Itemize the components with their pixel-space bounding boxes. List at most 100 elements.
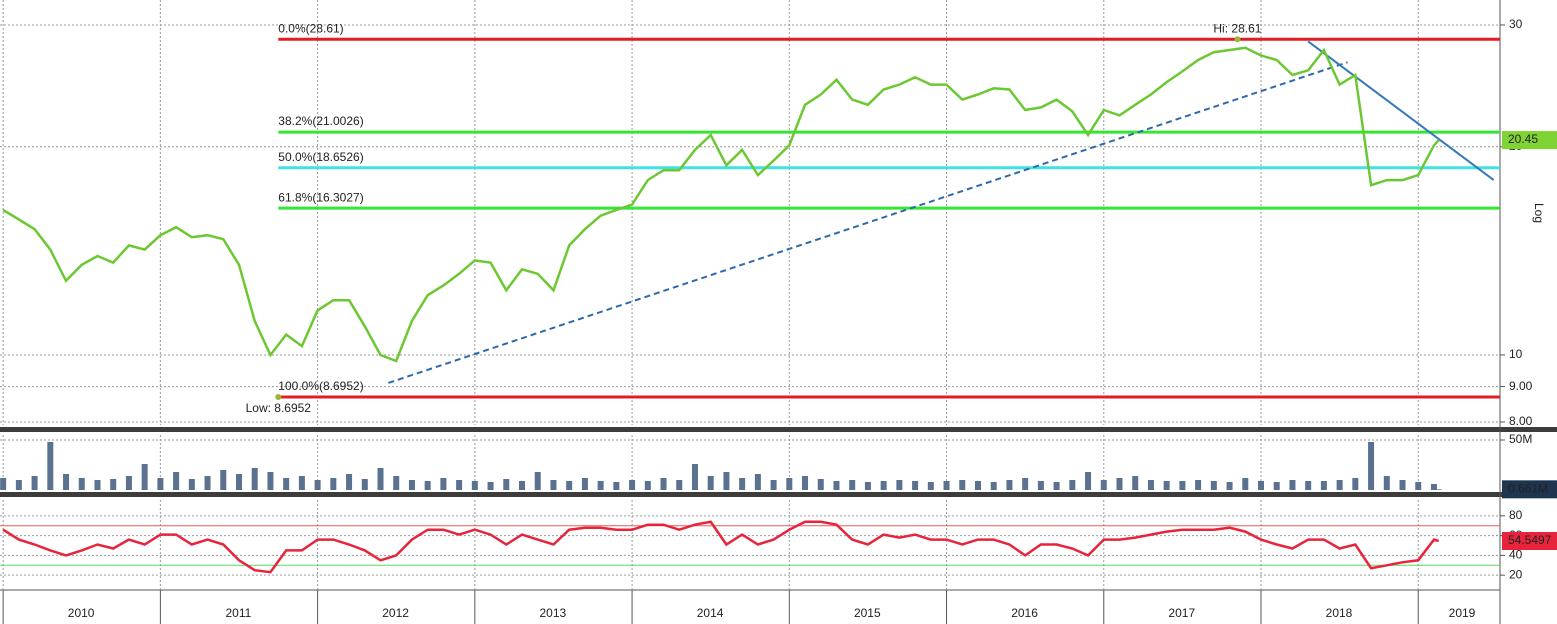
current-value-tag bbox=[1502, 531, 1557, 550]
annotation-point bbox=[1234, 36, 1241, 43]
volume-bar bbox=[597, 481, 604, 490]
volume-bar bbox=[833, 481, 840, 490]
current-value-label: 0.661M bbox=[1508, 482, 1548, 496]
volume-bar bbox=[566, 481, 573, 490]
y-tick-label: 80 bbox=[1509, 508, 1523, 522]
volume-bar bbox=[990, 482, 997, 490]
volume-bar bbox=[487, 482, 494, 490]
volume-bar bbox=[141, 464, 148, 490]
volume-bar bbox=[330, 478, 337, 490]
y-tick-label: 8.00 bbox=[1509, 414, 1533, 428]
volume-bar bbox=[974, 481, 981, 490]
volume-bar bbox=[110, 479, 117, 490]
volume-bar bbox=[456, 480, 463, 490]
series-line bbox=[2, 520, 1440, 574]
volume-bar bbox=[1179, 481, 1186, 490]
volume-bar bbox=[1320, 481, 1327, 490]
volume-bar bbox=[927, 482, 934, 490]
y-tick-label: 30 bbox=[1509, 17, 1523, 31]
x-tick-label: 2015 bbox=[854, 606, 881, 620]
trendline bbox=[388, 61, 1348, 384]
volume-bar bbox=[1147, 480, 1154, 490]
volume-bar bbox=[613, 482, 620, 490]
volume-bar bbox=[1305, 481, 1312, 490]
volume-bar bbox=[1022, 478, 1029, 490]
x-tick-label: 2018 bbox=[1326, 606, 1353, 620]
volume-bar bbox=[173, 472, 180, 490]
volume-bar bbox=[15, 480, 22, 490]
x-tick-label: 2010 bbox=[68, 606, 95, 620]
volume-bar bbox=[1163, 481, 1170, 490]
volume-bar bbox=[47, 442, 54, 490]
volume-bar bbox=[1368, 442, 1375, 490]
volume-bar bbox=[1006, 480, 1013, 490]
annotation-point bbox=[275, 393, 282, 400]
volume-bar bbox=[849, 480, 856, 490]
y-tick-label: 9.00 bbox=[1509, 379, 1533, 393]
volume-bar bbox=[471, 481, 478, 490]
volume-bar bbox=[723, 472, 730, 490]
x-tick-label: 2013 bbox=[539, 606, 566, 620]
volume-bar bbox=[78, 478, 85, 490]
volume-bar bbox=[896, 480, 903, 490]
volume-bar bbox=[157, 478, 164, 490]
volume-bar bbox=[220, 470, 227, 490]
volume-bar bbox=[519, 481, 526, 490]
volume-bar bbox=[1132, 476, 1139, 490]
volume-bar bbox=[1352, 478, 1359, 490]
x-tick-label: 2016 bbox=[1011, 606, 1038, 620]
volume-bar bbox=[298, 476, 305, 490]
volume-bar bbox=[31, 476, 38, 490]
y-tick-label: 10 bbox=[1509, 347, 1523, 361]
volume-bar bbox=[1210, 481, 1217, 490]
volume-bar bbox=[251, 468, 258, 490]
fib-label: 50.0%(18.6526) bbox=[278, 150, 363, 164]
current-value-tag bbox=[1502, 131, 1557, 150]
volume-bar bbox=[1399, 480, 1406, 490]
volume-bar bbox=[283, 478, 290, 490]
fib-label: 61.8%(16.3027) bbox=[278, 190, 363, 204]
volume-bar bbox=[660, 478, 667, 490]
volume-bar bbox=[314, 480, 321, 490]
annotation: Low: 8.6952 bbox=[246, 401, 312, 415]
volume-bar bbox=[802, 476, 809, 490]
volume-bar bbox=[912, 481, 919, 490]
volume-bar bbox=[1037, 481, 1044, 490]
panel-divider bbox=[0, 427, 1557, 432]
current-value-label: 54.5497 bbox=[1508, 533, 1552, 547]
volume-bar bbox=[1273, 482, 1280, 490]
volume-bar bbox=[691, 464, 698, 490]
volume-bar bbox=[943, 481, 950, 490]
volume-bar bbox=[581, 478, 588, 490]
volume-bar bbox=[94, 480, 101, 490]
volume-bar bbox=[408, 480, 415, 490]
panel-divider bbox=[0, 492, 1557, 497]
fib-label: 0.0%(28.61) bbox=[278, 21, 343, 35]
volume-bar bbox=[125, 476, 132, 490]
volume-bar bbox=[959, 480, 966, 490]
volume-bar bbox=[676, 480, 683, 490]
volume-bar bbox=[188, 479, 195, 490]
volume-bar bbox=[440, 478, 447, 490]
volume-bar bbox=[707, 476, 714, 490]
volume-bar bbox=[346, 474, 353, 490]
volume-bar bbox=[550, 480, 557, 490]
axis-label: Log bbox=[1532, 203, 1546, 223]
fib-label: 38.2%(21.0026) bbox=[278, 114, 363, 128]
volume-bar bbox=[1383, 476, 1390, 490]
fib-label: 100.0%(8.6952) bbox=[278, 379, 363, 393]
volume-bar bbox=[1226, 482, 1233, 490]
volume-bar bbox=[1242, 478, 1249, 490]
series-line bbox=[2, 46, 1440, 363]
volume-bar bbox=[1100, 480, 1107, 490]
y-tick-label: 20 bbox=[1509, 567, 1523, 581]
volume-bar bbox=[204, 476, 211, 490]
volume-bar bbox=[1415, 482, 1422, 490]
x-tick-label: 2014 bbox=[697, 606, 724, 620]
volume-bar bbox=[786, 478, 793, 490]
volume-bar bbox=[63, 474, 70, 490]
volume-bar bbox=[267, 472, 274, 490]
volume-bar bbox=[644, 481, 651, 490]
